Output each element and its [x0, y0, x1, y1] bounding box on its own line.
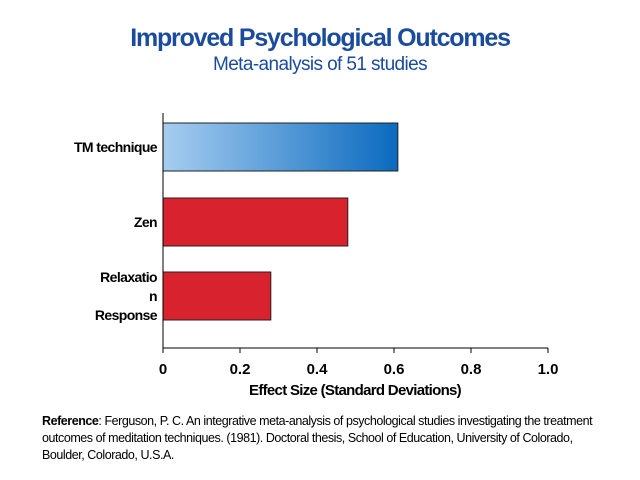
category-label: n	[149, 288, 157, 304]
category-label: Relaxatio	[100, 269, 157, 285]
x-tick-label: 0.2	[230, 361, 251, 378]
reference-label: Reference	[42, 414, 99, 428]
x-tick-label: 0.8	[461, 361, 482, 378]
bar-zen	[162, 197, 349, 247]
x-tick-label: 1.0	[538, 361, 559, 378]
category-label: TM technique	[74, 139, 158, 155]
x-axis-title: Effect Size (Standard Deviations)	[249, 382, 462, 399]
category-label: Response	[95, 307, 158, 323]
reference-note: Reference: Ferguson, P. C. An integrativ…	[42, 413, 602, 464]
effect-size-bar-chart: 0 0.2 0.4 0.6 0.8 1.0 TM technique Zen Relaxati…	[74, 113, 559, 399]
chart-title: Improved Psychological Outcomes	[130, 24, 511, 52]
x-tick-label: 0.4	[307, 361, 329, 378]
x-tick-label: 0	[159, 361, 167, 378]
chart-subtitle: Meta-analysis of 51 studies	[212, 54, 428, 75]
reference-text: : Ferguson, P. C. An integrative meta-an…	[42, 414, 593, 462]
bar-relaxation-response	[162, 271, 272, 321]
bar-tm-technique	[162, 122, 399, 172]
x-tick-label: 0.6	[384, 361, 405, 378]
category-label: Zen	[134, 214, 157, 230]
